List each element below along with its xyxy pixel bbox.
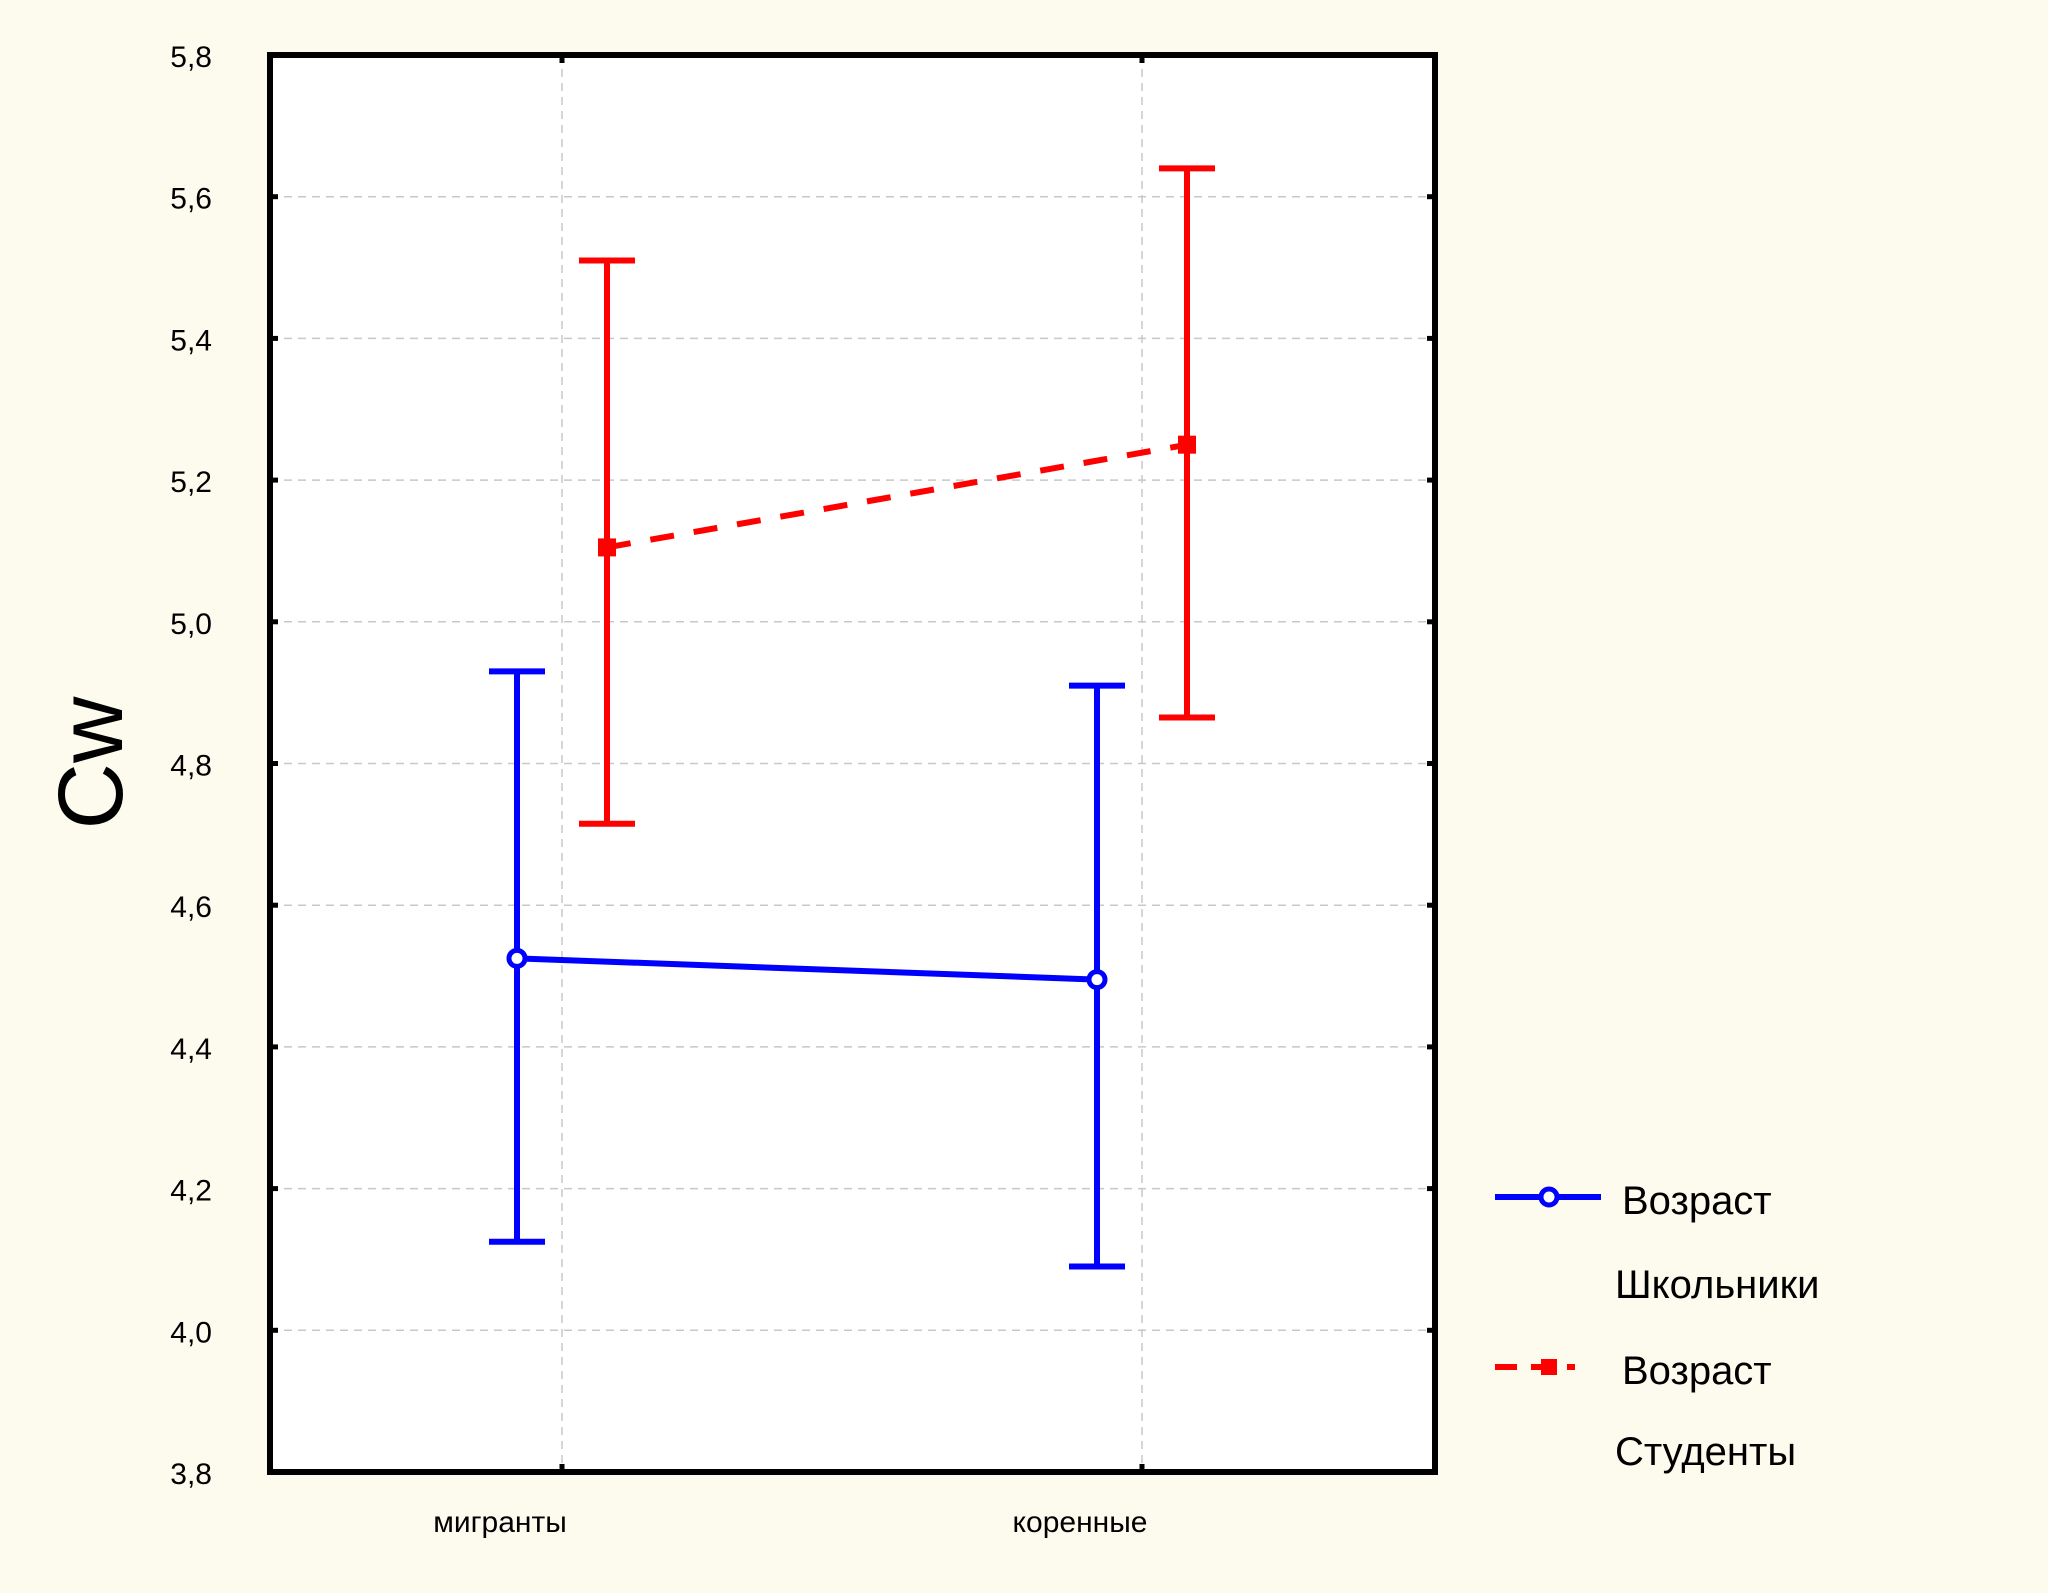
legend: Возраст Школьники Возраст Студенты [1495,1179,1819,1474]
legend-swatch-marker-schoolchildren [1538,1186,1560,1208]
y-tick-label: 4,0 [170,1316,212,1349]
y-tick-label: 5,2 [170,466,212,499]
legend-label-schoolchildren-name: Возраст [1622,1179,1772,1223]
y-axis-label: Cw [40,696,142,829]
series-layer [489,165,1215,1270]
legend-label-students-name: Возраст [1622,1349,1772,1393]
y-tick-label: 5,4 [170,324,212,357]
ticks-layer: 3,8 4,0 4,2 4,4 4,6 4,8 5,0 5,2 5,4 5,6 5,8 мигрант… [170,41,1435,1539]
legend-swatch-marker-students [1541,1359,1557,1375]
y-tick-label: 4,4 [170,1033,212,1066]
y-tick-label: 4,2 [170,1175,212,1208]
legend-label-students-group: Студенты [1615,1430,1796,1474]
series-line-1 [606,441,1188,551]
grid-layer [270,55,1435,1472]
series-line-0 [516,955,1098,983]
data-point-1-0 [598,538,616,557]
y-tick-label: 5,6 [170,183,212,216]
y-tick-label: 4,6 [170,891,212,924]
y-tick-label: 5,8 [170,41,212,74]
y-tick-label: 4,8 [170,750,212,783]
legend-label-schoolchildren-group: Школьники [1615,1263,1819,1307]
data-point-0-0 [506,947,528,969]
x-category-label: мигранты [433,1506,567,1539]
data-point-1-1 [1178,435,1196,454]
data-point-0-1 [1086,969,1108,991]
y-tick-label: 5,0 [170,608,212,641]
y-tick-label: 3,8 [170,1458,212,1491]
x-category-label: коренные [1013,1506,1148,1539]
